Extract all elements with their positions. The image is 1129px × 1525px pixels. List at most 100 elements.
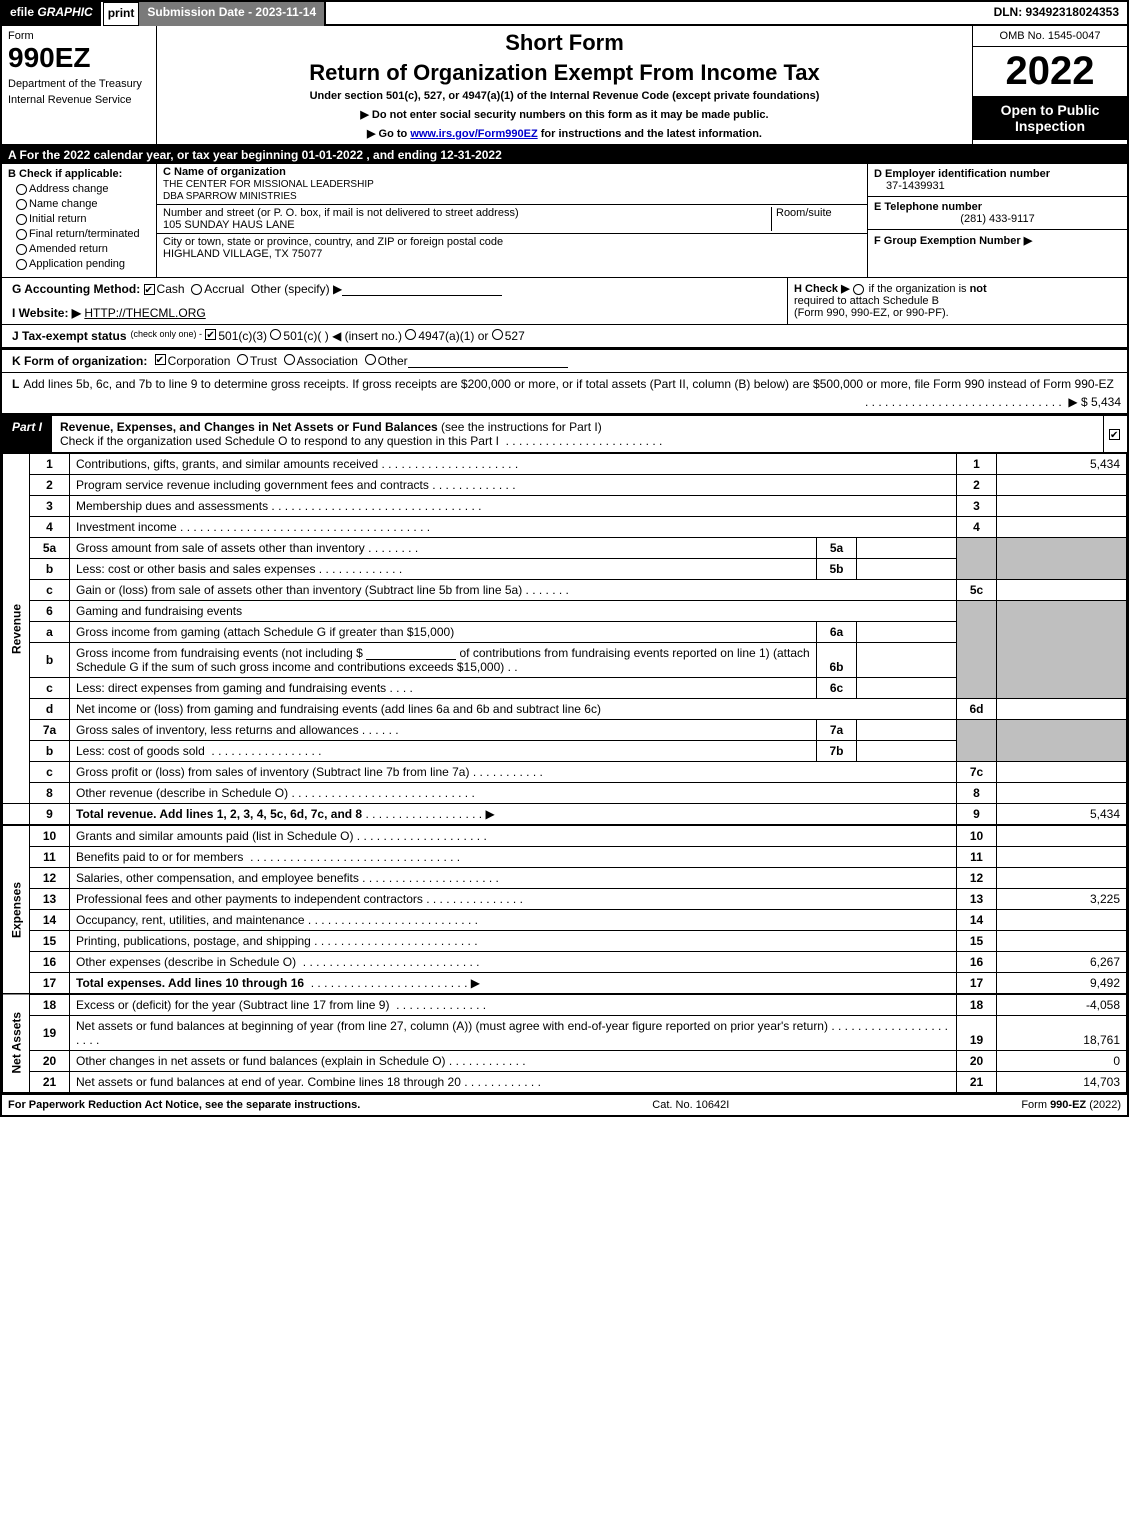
city-label: City or town, state or province, country…	[163, 236, 503, 248]
val-6d	[997, 699, 1127, 720]
c-city-row: City or town, state or province, country…	[157, 234, 867, 262]
val-13: 3,225	[997, 889, 1127, 910]
val-19: 18,761	[997, 1016, 1127, 1051]
side-revenue: Revenue	[3, 454, 30, 804]
e-value: (281) 433-9117	[874, 213, 1121, 225]
line-1: Revenue 1 Contributions, gifts, grants, …	[3, 454, 1127, 475]
k-label: K Form of organization:	[12, 354, 147, 368]
efile-text: efile	[10, 5, 34, 19]
form-number: 990EZ	[8, 42, 150, 74]
h-text3: (Form 990, 990-EZ, or 990-PF).	[794, 307, 949, 319]
c-name-label: C Name of organization	[163, 166, 286, 178]
line-8: 8 Other revenue (describe in Schedule O)…	[3, 783, 1127, 804]
website-link[interactable]: HTTP://THECML.ORG	[84, 306, 205, 320]
check-501c3[interactable]	[205, 329, 216, 340]
check-accrual[interactable]	[191, 284, 202, 295]
val-2	[997, 475, 1127, 496]
line-18: Net Assets 18 Excess or (deficit) for th…	[3, 994, 1127, 1016]
j-label: J Tax-exempt status	[12, 329, 127, 343]
line-16: 16 Other expenses (describe in Schedule …	[3, 952, 1127, 973]
header-block: Form 990EZ Department of the Treasury In…	[2, 26, 1127, 146]
line-5c: c Gain or (loss) from sale of assets oth…	[3, 580, 1127, 601]
check-527[interactable]	[492, 329, 503, 340]
val-21: 14,703	[997, 1072, 1127, 1093]
d-row: D Employer identification number 37-1439…	[868, 164, 1127, 197]
gh-block: G Accounting Method: Cash Accrual Other …	[2, 278, 1127, 325]
part-i-header: Part I Revenue, Expenses, and Changes in…	[2, 414, 1127, 453]
check-name-change[interactable]: Name change	[16, 198, 150, 210]
irs-link[interactable]: www.irs.gov/Form990EZ	[410, 128, 537, 140]
check-initial-return[interactable]: Initial return	[16, 213, 150, 225]
h-not: not	[970, 283, 987, 295]
check-corporation[interactable]	[155, 354, 166, 365]
line-4: 4 Investment income . . . . . . . . . . …	[3, 517, 1127, 538]
part-i-tab: Part I	[2, 416, 52, 452]
j-row: J Tax-exempt status (check only one) - 5…	[2, 325, 1127, 348]
val-18: -4,058	[997, 994, 1127, 1016]
e-label: E Telephone number	[874, 201, 1121, 213]
f-label: F Group Exemption Number ▶	[874, 235, 1032, 247]
addr-label: Number and street (or P. O. box, if mail…	[163, 207, 519, 219]
check-other-org[interactable]	[365, 354, 376, 365]
department: Department of the Treasury	[8, 78, 150, 90]
check-trust[interactable]	[237, 354, 248, 365]
column-c: C Name of organization THE CENTER FOR MI…	[157, 164, 867, 277]
val-6a	[857, 622, 957, 643]
val-17: 9,492	[997, 973, 1127, 995]
instr2-pre: ▶ Go to	[367, 128, 410, 140]
check-cash[interactable]	[144, 284, 155, 295]
k-blank	[408, 354, 568, 368]
side-net-assets: Net Assets	[3, 994, 30, 1093]
line-11: 11 Benefits paid to or for members . . .…	[3, 847, 1127, 868]
instruction-1: ▶ Do not enter social security numbers o…	[163, 108, 966, 121]
g-label: G Accounting Method:	[12, 282, 140, 296]
line-5a: 5a Gross amount from sale of assets othe…	[3, 538, 1127, 559]
check-application-pending[interactable]: Application pending	[16, 258, 150, 270]
part-i-sub: (see the instructions for Part I)	[441, 420, 602, 434]
d-label: D Employer identification number	[874, 168, 1121, 180]
j-sub: (check only one) -	[131, 329, 203, 343]
val-5a	[857, 538, 957, 559]
e-row: E Telephone number (281) 433-9117	[868, 197, 1127, 230]
h-checkbox[interactable]	[853, 284, 864, 295]
line-14: 14 Occupancy, rent, utilities, and maint…	[3, 910, 1127, 931]
bcdef-block: B Check if applicable: Address change Na…	[2, 164, 1127, 278]
val-8	[997, 783, 1127, 804]
line-19: 19 Net assets or fund balances at beginn…	[3, 1016, 1127, 1051]
lines-table: Revenue 1 Contributions, gifts, grants, …	[2, 453, 1127, 1093]
check-association[interactable]	[284, 354, 295, 365]
subtitle: Under section 501(c), 527, or 4947(a)(1)…	[163, 90, 966, 102]
val-4	[997, 517, 1127, 538]
l-row: L Add lines 5b, 6c, and 7b to line 9 to …	[2, 373, 1127, 395]
check-4947[interactable]	[405, 329, 416, 340]
tax-year: 2022	[973, 47, 1127, 96]
line-7a: 7a Gross sales of inventory, less return…	[3, 720, 1127, 741]
val-6c	[857, 678, 957, 699]
top-bar: efile GRAPHIC print Submission Date - 20…	[2, 2, 1127, 26]
check-address-change[interactable]: Address change	[16, 183, 150, 195]
b-label: B Check if applicable:	[8, 168, 150, 180]
check-final-return[interactable]: Final return/terminated	[16, 228, 150, 240]
print-button[interactable]: print	[103, 2, 140, 26]
city-value: HIGHLAND VILLAGE, TX 75077	[163, 248, 322, 260]
check-501c[interactable]	[270, 329, 281, 340]
footer-right: Form 990-EZ (2022)	[1021, 1099, 1121, 1111]
org-name-1: THE CENTER FOR MISSIONAL LEADERSHIP	[163, 179, 374, 190]
val-5b	[857, 559, 957, 580]
efile-badge: efile GRAPHIC	[2, 2, 103, 26]
check-amended-return[interactable]: Amended return	[16, 243, 150, 255]
dln-label: DLN: 93492318024353	[986, 2, 1127, 26]
form-container: efile GRAPHIC print Submission Date - 20…	[0, 0, 1129, 1117]
val-6b	[857, 643, 957, 678]
l-value-row: . . . . . . . . . . . . . . . . . . . . …	[2, 395, 1127, 414]
footer-left: For Paperwork Reduction Act Notice, see …	[8, 1099, 360, 1111]
addr-value: 105 SUNDAY HAUS LANE	[163, 219, 295, 231]
f-row: F Group Exemption Number ▶	[868, 230, 1127, 251]
other-blank	[342, 282, 502, 296]
k-row: K Form of organization: Corporation Trus…	[2, 348, 1127, 373]
footer-center: Cat. No. 10642I	[652, 1099, 729, 1111]
val-5c	[997, 580, 1127, 601]
line-17: 17 Total expenses. Add lines 10 through …	[3, 973, 1127, 995]
schedule-o-checkbox[interactable]	[1109, 429, 1120, 440]
c-name-row: C Name of organization THE CENTER FOR MI…	[157, 164, 867, 205]
